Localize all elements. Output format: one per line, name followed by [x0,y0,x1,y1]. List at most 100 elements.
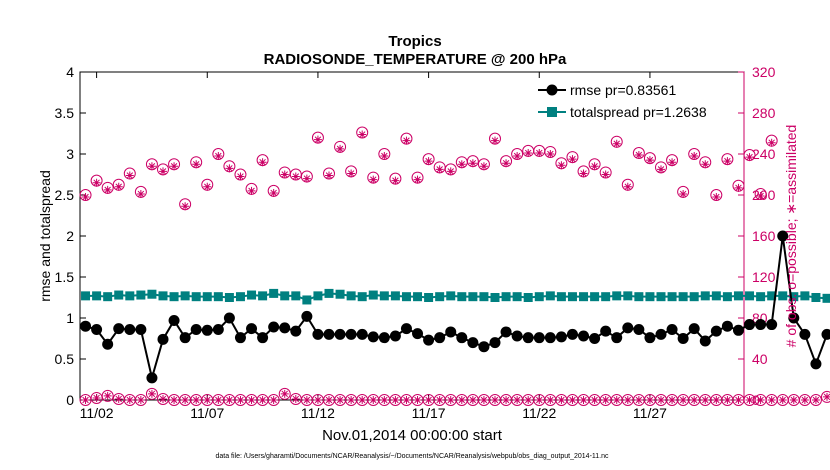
obs-12z-asterisk [457,396,466,404]
rmse-point [423,334,435,346]
obs-assimilated-point [302,174,311,183]
rmse-point [511,330,523,342]
x-tick-label: 11/27 [633,405,667,421]
obs-12z-asterisk [92,393,101,402]
x-tick-label: 11/07 [190,405,224,421]
totalspread-point [224,293,234,302]
footer-note: data file: /Users/gharamti/Documents/NCA… [215,453,609,460]
obs-assimilated-point [712,193,721,202]
obs-12z-asterisk [203,396,212,404]
rmse-point [234,332,246,344]
rmse-point [367,331,379,343]
obs-12z-asterisk [579,396,588,404]
obs-assimilated-point [369,175,378,184]
rmse-point [190,323,202,335]
obs-assimilated-point [756,192,765,201]
totalspread-point [213,292,223,302]
rmse-point [522,332,534,344]
obs-assimilated-point [136,189,145,198]
rmse-point [633,323,645,335]
totalspread-point [147,289,157,299]
obs-12z-asterisk [114,394,123,403]
obs-12z-asterisk [269,396,278,404]
obs-12z-asterisk [502,396,511,404]
obs-assimilated-point [159,167,167,176]
y-right-tick-label: 320 [752,64,776,80]
rmse-point [157,333,169,345]
obs-assimilated-point [258,158,267,167]
totalspread-point [778,291,788,301]
rmse-point [644,332,656,344]
x-tick-label: 11/17 [412,405,446,421]
rmse-point [212,323,224,335]
rmse-point [589,333,601,344]
obs-12z-asterisk [435,396,444,404]
rmse-point [223,312,235,324]
rmse-point [666,323,678,335]
obs-12z-asterisk [590,396,599,404]
obs-12z-asterisk [657,396,665,404]
obs-assimilated-point [657,165,665,174]
obs-assimilated-point [203,182,212,191]
obs-12z-asterisk [701,396,710,404]
obs-assimilated-point [402,136,411,145]
x-axis: 11/02 11/07 11/12 11/17 11/22 11/27 [80,72,667,421]
obs-12z-asterisk [623,396,632,404]
obs-12z-asterisk [302,396,311,404]
rmse-point [456,332,468,344]
y-left-tick-label: 1 [66,310,74,326]
obs-assimilated-point [767,138,776,147]
y-right-tick-label: 240 [752,146,776,162]
y-axis-left-label: rmse and totalspread [37,170,53,302]
obs-12z-asterisk [247,396,256,404]
obs-12z-asterisk [336,396,345,404]
obs-assimilated-point [701,160,710,169]
rmse-point [301,310,313,322]
totalspread-point [512,292,522,302]
rmse-point [721,320,733,332]
legend: rmse pr=0.83561 totalspread pr=1.2638 [538,82,707,120]
obs-assimilated-point [147,162,156,171]
rmse-point [744,319,756,331]
obs-12z-asterisk [789,396,798,404]
obs-assimilated-point [535,148,544,157]
y-left-tick-label: 0.5 [55,351,75,367]
rmse-point [622,322,634,334]
obs-assimilated-point [413,175,422,184]
legend-spread-label: totalspread pr=1.2638 [570,104,707,120]
legend-rmse-label: rmse pr=0.83561 [570,82,676,98]
obs-assimilated-point [546,150,555,158]
rmse-point [533,332,545,344]
rmse-series [80,230,830,384]
obs-12z-asterisk [468,396,477,404]
obs-12z-asterisk [325,396,333,404]
y-left-tick-label: 4 [66,64,74,80]
obs-12z-asterisk [192,396,201,404]
totalspread-point [247,290,257,300]
obs-12z-asterisk [413,396,422,404]
obs-12z-asterisk [369,396,378,404]
rmse-point [478,341,490,353]
rmse-point [677,333,689,344]
obs-assimilated-point [214,152,223,161]
obs-12z-asterisk [767,396,776,404]
totalspread-point [413,292,423,302]
rmse-point [80,320,92,332]
obs-12z-asterisk [712,396,721,404]
rmse-point [334,328,346,340]
rmse-point [710,325,722,337]
obs-assimilated-point [590,162,599,171]
y-left-tick-label: 2.5 [55,187,75,203]
y-left-tick-label: 2 [66,228,74,244]
obs-12z-asterisk [524,396,533,404]
rmse-point [312,328,324,340]
obs-12z-asterisk [214,396,223,404]
rmse-point [323,328,335,340]
obs-assimilated-point [280,170,289,179]
obs-assimilated-point [601,170,610,179]
rmse-point [146,372,158,384]
obs-assimilated-point [623,182,632,191]
obs-assimilated-point [313,135,322,144]
obs-12z-asterisk [424,396,433,404]
obs-12z-point [278,387,291,400]
